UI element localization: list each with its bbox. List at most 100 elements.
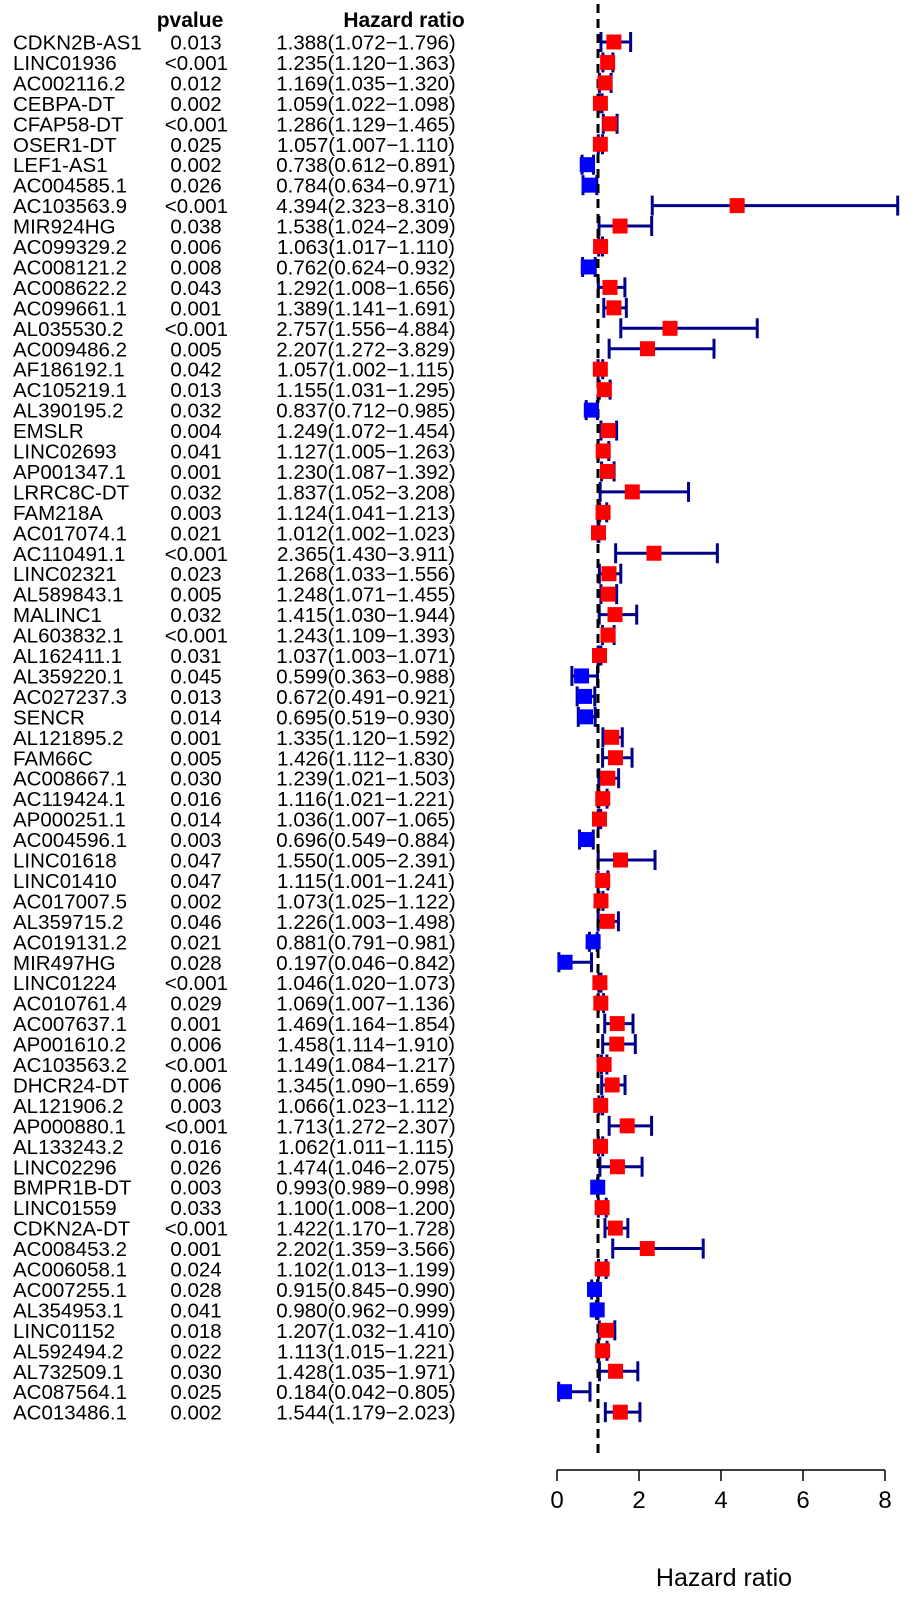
hazard-ratio-point [639, 1241, 655, 1257]
hazard-ratio-label: 1.073(1.025−1.122) [276, 890, 456, 913]
pvalue-label: 0.047 [170, 870, 221, 893]
table-row: AC007637.1 0.001 1.469(1.164−1.854) [13, 1013, 456, 1036]
table-row: DHCR24-DT 0.006 1.345(1.090−1.659) [13, 1074, 456, 1097]
table-row: AL390195.2 0.032 0.837(0.712−0.985) [13, 400, 456, 423]
hazard-ratio-label: 1.169(1.035−1.320) [276, 72, 456, 95]
ci-whisker [650, 195, 900, 216]
hazard-ratio-point [601, 566, 617, 582]
gene-label: CDKN2B-AS1 [13, 32, 142, 55]
gene-label: AC017007.5 [13, 890, 127, 913]
table-row: CDKN2A-DT <0.001 1.422(1.170−1.728) [13, 1218, 456, 1241]
pvalue-label: 0.047 [170, 850, 221, 873]
table-row: AC119424.1 0.016 1.116(1.021−1.221) [13, 788, 455, 811]
pvalue-label: 0.013 [170, 686, 221, 709]
gene-label: AL354953.1 [13, 1299, 124, 1322]
table-row: CEBPA-DT 0.002 1.059(1.022−1.098) [13, 93, 456, 116]
gene-label: AC004585.1 [13, 175, 127, 198]
hazard-ratio-point [581, 177, 597, 193]
pvalue-label: 0.002 [170, 93, 221, 116]
table-rows: CDKN2B-AS1 0.013 1.388(1.072−1.796) LINC019… [13, 32, 456, 1425]
gene-label: LINC01936 [13, 52, 117, 75]
gene-label: DHCR24-DT [13, 1074, 130, 1097]
hazard-ratio-point [592, 975, 608, 991]
hazard-ratio-label: 1.345(1.090−1.659) [276, 1074, 456, 1097]
hazard-ratio-label: 1.292(1.008−1.656) [276, 277, 456, 300]
hazard-ratio-point [646, 545, 662, 561]
hazard-ratio-label: 1.335(1.120−1.592) [276, 727, 456, 750]
hazard-ratio-point [597, 75, 613, 91]
gene-label: LINC02693 [13, 441, 117, 464]
pvalue-label: 0.001 [170, 1238, 221, 1261]
table-row: AL592494.2 0.022 1.113(1.015−1.221) [13, 1340, 455, 1363]
gene-label: AF186192.1 [13, 359, 125, 382]
hazard-ratio-point [594, 1261, 610, 1277]
x-axis-title: Hazard ratio [656, 1564, 792, 1592]
pvalue-label: 0.006 [170, 236, 221, 259]
hazard-ratio-label: 1.066(1.023−1.112) [277, 1095, 455, 1118]
table-row: AC008453.2 0.001 2.202(1.359−3.566) [13, 1238, 456, 1261]
pvalue-label: 0.002 [170, 890, 221, 913]
table-row: AC017007.5 0.002 1.073(1.025−1.122) [13, 890, 456, 913]
hazard-ratio-point [595, 1343, 611, 1359]
hazard-ratio-point [590, 1179, 606, 1195]
gene-label: MIR924HG [13, 216, 116, 239]
hazard-ratio-point [600, 54, 616, 70]
hazard-ratio-label: 0.672(0.491−0.921) [276, 686, 456, 709]
table-row: LINC01618 0.047 1.550(1.005−2.391) [13, 850, 456, 873]
hazard-ratio-label: 1.063(1.017−1.110) [277, 236, 455, 259]
gene-label: AL121895.2 [13, 727, 124, 750]
pvalue-label: 0.021 [170, 931, 221, 954]
table-row: AL732509.1 0.030 1.428(1.035−1.971) [13, 1361, 456, 1384]
hazard-ratio-point [609, 1016, 625, 1032]
table-row: OSER1-DT 0.025 1.057(1.007−1.110) [13, 134, 455, 157]
pvalue-label: 0.001 [170, 461, 221, 484]
hazard-ratio-label: 1.057(1.002−1.115) [277, 359, 455, 382]
pvalue-label: 0.005 [170, 584, 221, 607]
gene-label: OSER1-DT [13, 134, 117, 157]
table-row: LINC01152 0.018 1.207(1.032−1.410) [13, 1320, 456, 1343]
gene-label: AL133243.2 [13, 1136, 124, 1159]
hazard-ratio-label: 1.046(1.020−1.073) [276, 972, 456, 995]
gene-label: LEF1-AS1 [13, 154, 108, 177]
hazard-ratio-label: 1.012(1.002−1.023) [276, 522, 456, 545]
table-row: LRRC8C-DT 0.032 1.837(1.052−3.208) [13, 481, 456, 504]
gene-label: FAM218A [13, 502, 103, 525]
gene-label: AL592494.2 [13, 1340, 124, 1363]
hazard-ratio-label: 1.426(1.112−1.830) [277, 747, 455, 770]
hazard-ratio-label: 1.248(1.071−1.455) [276, 584, 456, 607]
hazard-ratio-label: 1.388(1.072−1.796) [276, 32, 456, 55]
gene-label: AP001347.1 [13, 461, 126, 484]
pvalue-label: 0.014 [170, 706, 221, 729]
hazard-ratio-label: 1.124(1.041−1.213) [276, 502, 456, 525]
pvalue-label: <0.001 [165, 113, 228, 136]
gene-label: LINC02321 [13, 563, 117, 586]
pvalue-label: 0.028 [170, 1279, 221, 1302]
table-row: FAM218A 0.003 1.124(1.041−1.213) [13, 502, 456, 525]
gene-label: AL359220.1 [13, 665, 124, 688]
gene-label: LINC01152 [13, 1320, 115, 1343]
hazard-ratio-label: 1.469(1.164−1.854) [276, 1013, 456, 1036]
pvalue-label: 0.013 [170, 379, 221, 402]
gene-label: AC019131.2 [13, 931, 127, 954]
hazard-ratio-point [596, 382, 612, 398]
table-row: AC019131.2 0.021 0.881(0.791−0.981) [13, 931, 456, 954]
hazard-ratio-point [583, 402, 599, 418]
hazard-ratio-label: 1.837(1.052−3.208) [276, 481, 456, 504]
gene-label: AL359715.2 [13, 911, 124, 934]
hazard-ratio-label: 1.115(1.001−1.241) [277, 870, 455, 893]
table-row: AP001610.2 0.006 1.458(1.114−1.910) [13, 1034, 455, 1057]
gene-label: LRRC8C-DT [13, 481, 130, 504]
pvalue-label: 0.002 [170, 1402, 221, 1425]
gene-label: AC007255.1 [13, 1279, 127, 1302]
gene-label: AL732509.1 [13, 1361, 124, 1384]
table-row: AL359220.1 0.045 0.599(0.363−0.988) [13, 665, 456, 688]
hazard-ratio-label: 1.474(1.046−2.075) [276, 1156, 456, 1179]
hazard-ratio-label: 0.197(0.046−0.842) [276, 952, 456, 975]
gene-label: AC008667.1 [13, 768, 127, 791]
hazard-ratio-column-header: Hazard ratio [343, 9, 464, 32]
table-row: AC087564.1 0.025 0.184(0.042−0.805) [13, 1381, 456, 1404]
hazard-ratio-point [624, 484, 640, 500]
gene-label: AL121906.2 [13, 1095, 124, 1118]
hazard-ratio-label: 0.837(0.712−0.985) [276, 400, 456, 423]
hazard-ratio-label: 0.695(0.519−0.930) [276, 706, 456, 729]
